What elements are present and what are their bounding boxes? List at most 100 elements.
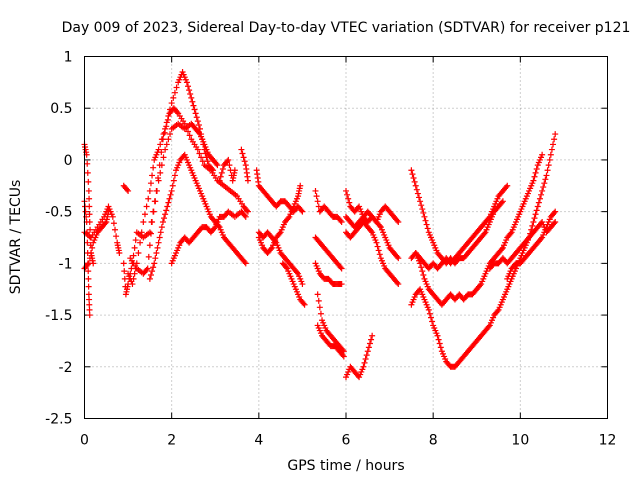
- data-point-marker: [158, 224, 165, 231]
- data-point-marker: [169, 182, 176, 189]
- data-point-marker: [168, 100, 175, 107]
- data-point-marker: [143, 266, 150, 273]
- data-point-marker: [194, 118, 201, 125]
- data-point-marker: [85, 260, 92, 267]
- y-tick-label: -2: [59, 360, 73, 376]
- y-tick-label: 0: [64, 153, 73, 169]
- data-point-marker: [426, 310, 433, 317]
- data-point-marker: [244, 208, 251, 215]
- data-point-marker: [226, 162, 233, 169]
- data-point-marker: [494, 308, 501, 315]
- data-point-marker: [140, 218, 147, 225]
- data-point-marker: [86, 301, 93, 308]
- data-point-marker: [531, 173, 538, 180]
- data-point-marker: [551, 220, 558, 227]
- series-arc-11: [216, 156, 238, 184]
- data-point-marker: [147, 230, 154, 237]
- data-point-marker: [477, 282, 484, 289]
- data-point-marker: [394, 253, 401, 260]
- data-point-marker: [120, 260, 127, 267]
- data-point-marker: [314, 198, 321, 205]
- data-point-marker: [412, 182, 419, 189]
- data-point-marker: [339, 352, 346, 359]
- data-point-marker: [241, 212, 248, 219]
- data-point-marker: [125, 187, 132, 194]
- series-arc-13: [253, 167, 306, 215]
- data-point-marker: [85, 275, 92, 282]
- data-point-marker: [547, 151, 554, 158]
- data-point-marker: [161, 215, 168, 222]
- data-point-marker: [362, 356, 369, 363]
- data-point-marker: [144, 265, 151, 272]
- data-point-marker: [530, 177, 537, 184]
- data-point-marker: [138, 229, 145, 236]
- data-point-marker: [498, 199, 505, 206]
- data-point-marker: [532, 169, 539, 176]
- data-point-marker: [146, 229, 153, 236]
- data-point-marker: [363, 352, 370, 359]
- data-point-marker: [155, 146, 162, 153]
- series-arc-01: [81, 141, 97, 267]
- data-point-marker: [183, 79, 190, 86]
- data-point-marker: [315, 203, 322, 210]
- x-axis-label: GPS time / hours: [287, 458, 404, 474]
- data-point-marker: [167, 131, 174, 138]
- data-point-marker: [369, 332, 376, 339]
- data-point-marker: [394, 217, 401, 224]
- series-arc-15: [255, 182, 304, 257]
- data-point-marker: [149, 172, 156, 179]
- data-point-marker: [158, 162, 165, 169]
- data-point-marker: [409, 171, 416, 178]
- data-point-marker: [186, 132, 193, 139]
- data-point-marker: [301, 301, 308, 308]
- y-tick-label: 0.5: [50, 101, 72, 117]
- data-point-marker: [198, 154, 205, 161]
- data-point-marker: [534, 203, 541, 210]
- series-arc-31: [504, 208, 559, 282]
- data-point-marker: [408, 167, 415, 174]
- data-point-marker: [151, 260, 158, 267]
- data-point-marker: [167, 106, 174, 113]
- series-arc-09: [146, 151, 249, 282]
- data-point-marker: [88, 250, 95, 257]
- y-tick-label: 1: [64, 50, 73, 66]
- data-point-marker: [231, 167, 238, 174]
- data-point-marker: [162, 146, 169, 153]
- data-point-marker: [194, 146, 201, 153]
- data-point-marker: [210, 167, 217, 174]
- data-point-marker: [299, 281, 306, 288]
- data-point-marker: [243, 207, 250, 214]
- data-point-marker: [545, 162, 552, 169]
- data-point-marker: [414, 190, 421, 197]
- data-point-marker: [85, 291, 92, 298]
- x-tick-label: 12: [599, 433, 617, 449]
- data-point-marker: [419, 268, 426, 275]
- data-point-marker: [507, 230, 514, 237]
- series-arc-24: [343, 218, 402, 288]
- data-point-marker: [162, 125, 169, 132]
- data-point-marker: [167, 191, 174, 198]
- data-point-marker: [141, 211, 148, 218]
- data-point-marker: [434, 332, 441, 339]
- data-point-marker: [423, 221, 430, 228]
- data-point-marker: [121, 268, 128, 275]
- data-point-marker: [498, 246, 505, 253]
- data-point-marker: [533, 207, 540, 214]
- data-point-marker: [204, 158, 211, 165]
- data-point-marker: [541, 180, 548, 187]
- data-point-marker: [185, 128, 192, 135]
- data-point-marker: [424, 225, 431, 232]
- series-arc-19: [312, 260, 345, 288]
- data-point-marker: [147, 180, 154, 187]
- series-arc-16: [279, 260, 308, 308]
- data-point-marker: [82, 208, 89, 215]
- data-point-marker: [395, 281, 402, 288]
- data-point-marker: [224, 158, 231, 165]
- data-point-marker: [150, 264, 157, 271]
- series-arc-17: [312, 187, 345, 225]
- data-point-marker: [193, 114, 200, 121]
- data-point-marker: [368, 336, 375, 343]
- data-point-marker: [152, 198, 159, 205]
- data-point-marker: [157, 229, 164, 236]
